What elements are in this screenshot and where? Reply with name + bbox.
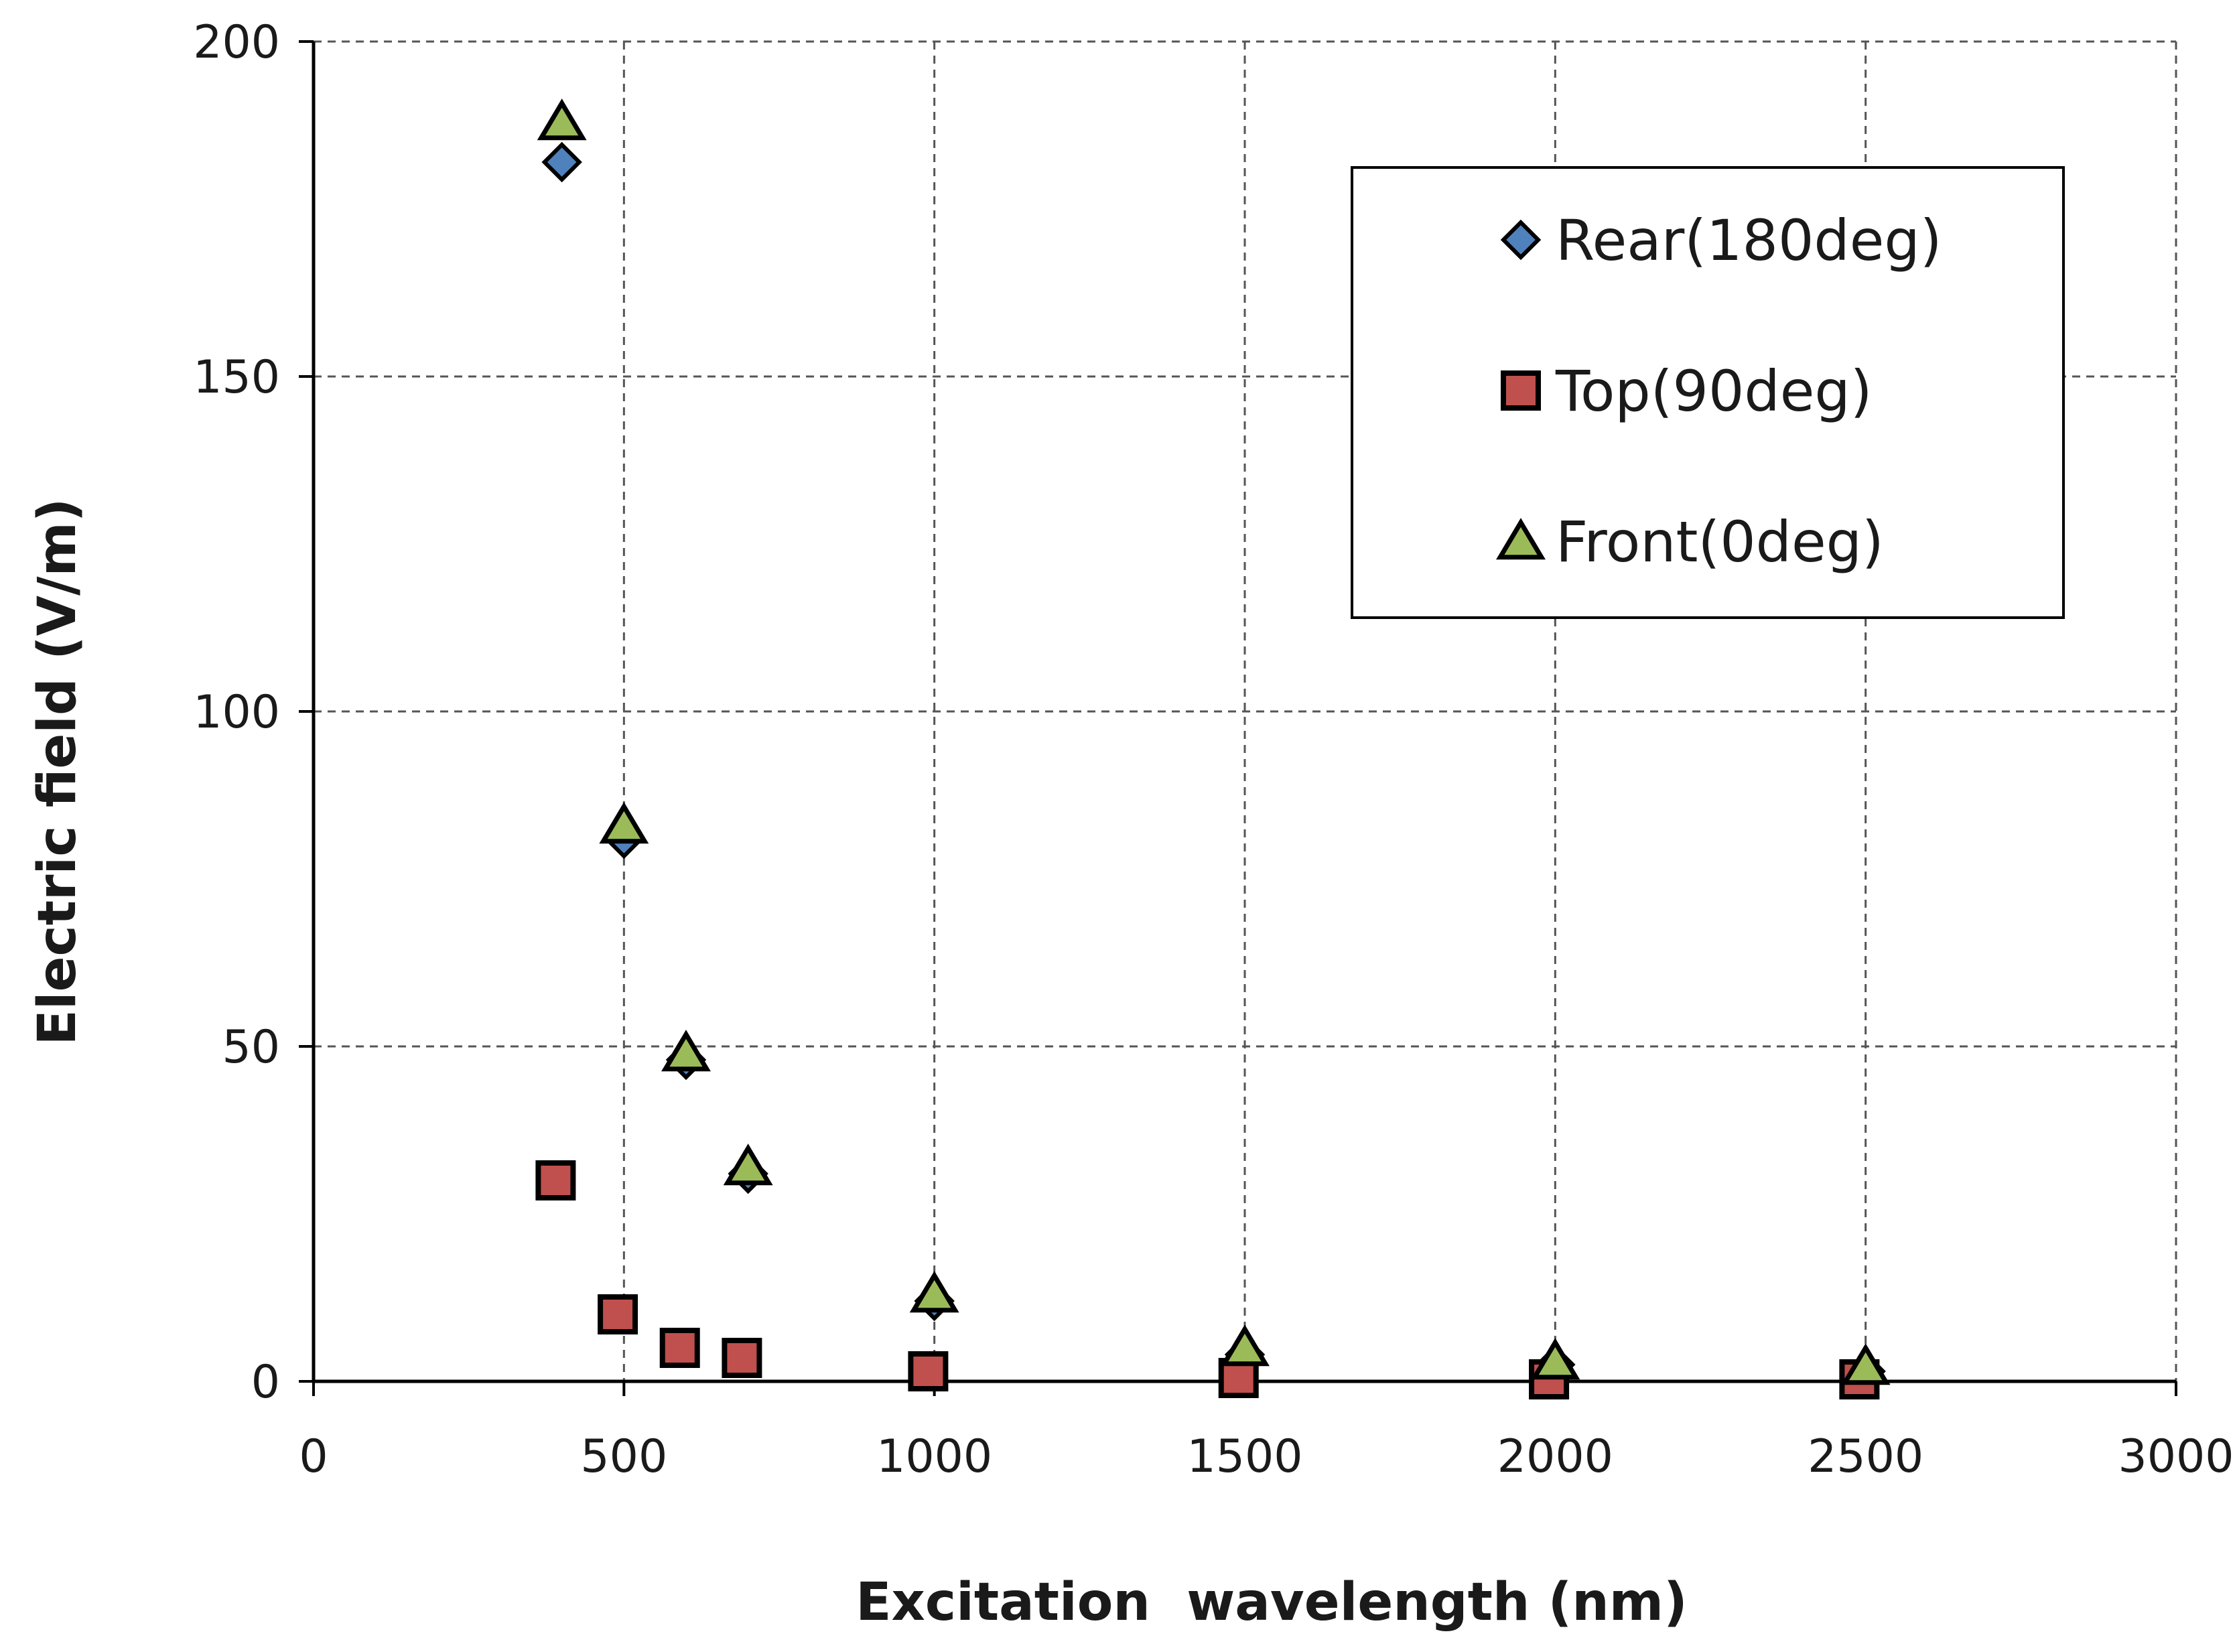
x-tick-label: 3000 (2118, 1430, 2234, 1483)
y-tick-label: 50 (222, 1021, 280, 1074)
legend-front-0deg-label: Front(0deg) (1556, 509, 1884, 575)
x-tick-label: 0 (299, 1430, 328, 1483)
legend-rear-180deg-label: Rear(180deg) (1556, 208, 1942, 273)
top-90deg-point (598, 1294, 638, 1334)
y-axis-title: Electric field (V/m) (27, 498, 88, 1046)
front-0deg-point (599, 802, 649, 844)
legend-front-0deg-marker (1496, 518, 1546, 560)
y-tick-label: 100 (193, 686, 280, 739)
front-0deg-point (909, 1271, 959, 1313)
front-0deg-point (537, 98, 587, 141)
legend-rear-180deg-marker (1500, 219, 1542, 261)
rear-180deg-point (541, 141, 582, 183)
legend-items: Rear(180deg) Top(90deg) Front(0deg) (1496, 208, 1942, 575)
front-0deg-point (1220, 1324, 1270, 1367)
front-0deg-point (1840, 1343, 1891, 1385)
x-tick-label: 2000 (1497, 1430, 1613, 1483)
legend-top-90deg-marker (1501, 370, 1541, 411)
top-90deg-point (908, 1351, 949, 1391)
x-axis-title: Excitation wavelength (nm) (856, 1572, 1687, 1633)
top-90deg-point (722, 1338, 762, 1378)
legend-top-90deg-label: Top(90deg) (1555, 358, 1873, 424)
x-tick-label: 500 (580, 1430, 667, 1483)
data-markers (535, 98, 1891, 1399)
y-tick-label: 200 (193, 16, 280, 69)
y-tick-label: 150 (193, 351, 280, 404)
top-90deg-point (535, 1160, 576, 1200)
x-tick-label: 1500 (1187, 1430, 1302, 1483)
front-0deg-point (1530, 1338, 1580, 1380)
legend: Rear(180deg) Top(90deg) Front(0deg) (1351, 166, 2065, 619)
front-0deg-point (661, 1030, 711, 1072)
grid-lines (314, 40, 2177, 1381)
front-0deg-point (723, 1144, 773, 1186)
x-tick-label: 1000 (876, 1430, 992, 1483)
legend-box (1351, 166, 2065, 619)
top-90deg-point (659, 1328, 700, 1368)
y-tick-label: 0 (251, 1356, 280, 1409)
x-tick-label: 2500 (1808, 1430, 1923, 1483)
